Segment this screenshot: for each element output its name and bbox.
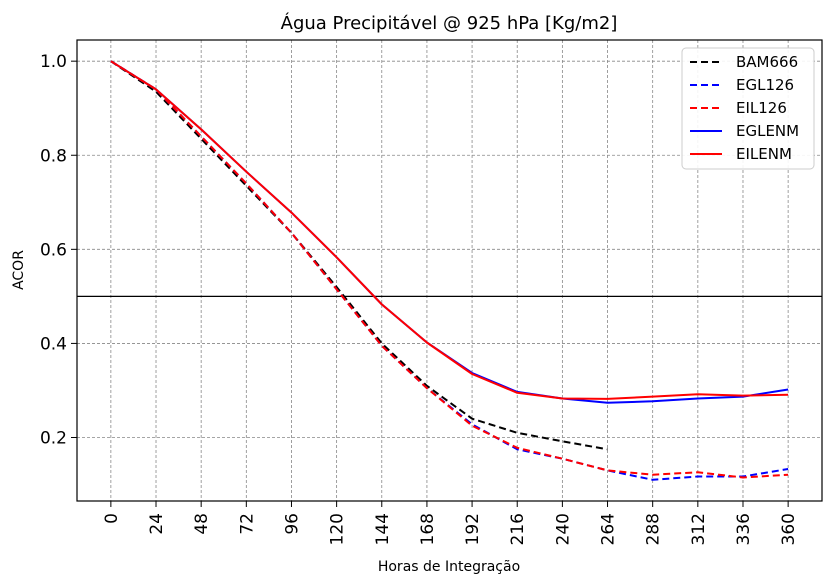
y-tick-label: 0.4	[40, 334, 67, 354]
x-tick-label: 360	[779, 513, 799, 545]
x-tick-label: 96	[282, 513, 302, 535]
x-tick-label: 168	[418, 513, 438, 545]
series-lines	[110, 60, 789, 481]
legend-label-eil126: EIL126	[736, 99, 787, 117]
series-line-eil126	[110, 60, 789, 479]
legend: BAM666 EGL126 EIL126 EGLENM EILENM	[681, 47, 815, 170]
x-tick-label: 120	[328, 513, 348, 545]
y-tick-label: 0.6	[40, 240, 67, 260]
x-axis-ticks: 0 24 48 72 96 120 144 168 192 216 240 264 288 312 336 3…	[102, 501, 799, 545]
series-line-bam666	[110, 60, 608, 451]
legend-label-eglenm: EGLENM	[736, 122, 799, 140]
legend-label-egl126: EGL126	[736, 76, 794, 94]
legend-label-eilenm: EILENM	[736, 145, 792, 163]
legend-box	[681, 47, 815, 170]
x-tick-label: 24	[147, 513, 167, 535]
x-tick-label: 336	[734, 513, 754, 545]
x-tick-label: 216	[508, 513, 528, 545]
x-axis-label: Horas de Integração	[378, 559, 520, 575]
x-tick-label: 240	[553, 513, 573, 545]
y-axis-ticks: 0.2 0.4 0.6 0.8 1.0	[40, 52, 77, 448]
x-tick-label: 72	[237, 513, 257, 535]
plot-area-frame	[76, 39, 823, 502]
series-line-eilenm	[110, 60, 789, 400]
x-tick-label: 312	[689, 513, 709, 545]
legend-label-bam666: BAM666	[736, 53, 798, 71]
y-axis-label: ACOR	[11, 250, 27, 290]
x-tick-label: 0	[102, 513, 122, 524]
chart-title: Água Precipitável @ 925 hPa [Kg/m2]	[281, 12, 618, 34]
x-tick-label: 192	[463, 513, 483, 545]
y-tick-label: 1.0	[40, 52, 67, 72]
x-tick-label: 144	[373, 513, 393, 545]
x-tick-label: 48	[192, 513, 212, 535]
y-tick-label: 0.2	[40, 428, 67, 448]
y-tick-label: 0.8	[40, 146, 67, 166]
x-tick-label: 264	[599, 513, 619, 545]
x-tick-label: 288	[644, 513, 664, 545]
